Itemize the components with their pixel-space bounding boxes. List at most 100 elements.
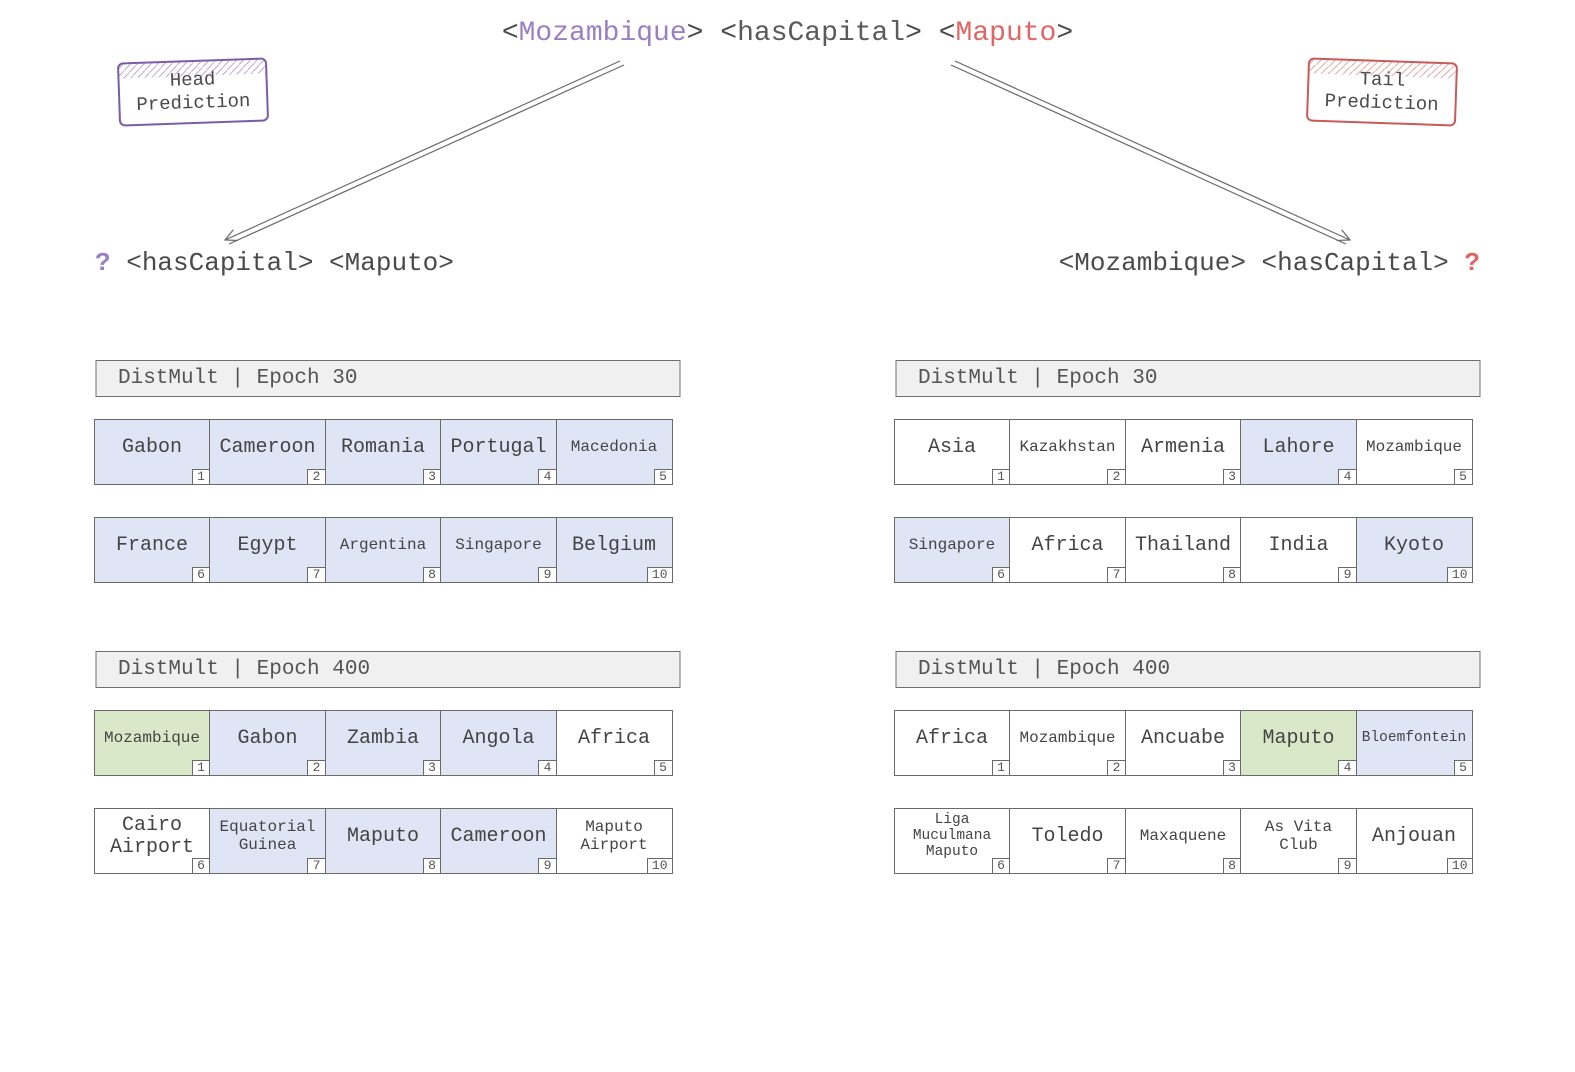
section-label-head-e30: DistMult | Epoch 30 xyxy=(95,360,680,397)
cell-text: Kazakhstan xyxy=(1019,439,1115,457)
triple-tail: Maputo xyxy=(956,18,1057,49)
prediction-cell: Gabon2 xyxy=(209,710,326,776)
cell-rank: 1 xyxy=(192,469,210,484)
head-prediction-query: ? <hasCapital> <Maputo> xyxy=(95,248,454,278)
cell-text: Armenia xyxy=(1141,437,1225,459)
cell-rank: 9 xyxy=(538,858,556,873)
query-qmark: ? xyxy=(1464,248,1480,278)
prediction-cell: France 6 xyxy=(94,517,211,583)
cell-text: Ancuabe xyxy=(1141,728,1225,750)
cell-rank: 6 xyxy=(192,858,210,873)
prediction-cell: Macedonia 5 xyxy=(556,419,673,485)
cell-text: Africa xyxy=(578,728,650,750)
prediction-cell: Cameroon 9 xyxy=(440,808,557,874)
cell-rank: 10 xyxy=(1447,567,1472,582)
prediction-cell: Equatorial Guinea7 xyxy=(209,808,326,874)
cell-rank: 9 xyxy=(1338,858,1356,873)
cell-rank: 2 xyxy=(307,760,325,775)
prediction-cell: Maputo 8 xyxy=(325,808,442,874)
prediction-cell: Singapore 6 xyxy=(894,517,1011,583)
grid-tail-e30-row2: Singapore6Africa7Thailand8India9Kyoto10 xyxy=(895,517,1480,583)
cell-rank: 8 xyxy=(423,858,441,873)
cell-text: Portugal xyxy=(450,437,546,459)
prediction-cell: Cameroon2 xyxy=(209,419,326,485)
prediction-cell: Mozambique5 xyxy=(1356,419,1473,485)
prediction-cell: Africa 5 xyxy=(556,710,673,776)
query-rest: <hasCapital> <Maputo> xyxy=(126,248,454,278)
cell-text: Argentina xyxy=(340,537,426,555)
cell-text: Maputo xyxy=(347,826,419,848)
prediction-cell: Africa 7 xyxy=(1009,517,1126,583)
cell-rank: 5 xyxy=(654,469,672,484)
cell-rank: 1 xyxy=(992,760,1010,775)
prediction-cell: Ancuabe 3 xyxy=(1125,710,1242,776)
prediction-cell: Zambia3 xyxy=(325,710,442,776)
cell-rank: 2 xyxy=(307,469,325,484)
section-label-tail-e400: DistMult | Epoch 400 xyxy=(895,651,1480,688)
cell-rank: 3 xyxy=(423,760,441,775)
cell-text: Angola xyxy=(462,728,534,750)
cell-text: Macedonia xyxy=(571,439,657,457)
cell-text: Cameroon xyxy=(450,826,546,848)
prediction-cell: Lahore4 xyxy=(1240,419,1357,485)
cell-rank: 8 xyxy=(1223,567,1241,582)
query-qmark: ? xyxy=(95,248,111,278)
cell-text: Mozambique xyxy=(104,730,200,748)
cell-text: Gabon xyxy=(122,437,182,459)
tail-prediction-query: <Mozambique> <hasCapital> ? xyxy=(1059,248,1480,278)
cell-text: Asia xyxy=(928,437,976,459)
cell-rank: 6 xyxy=(992,567,1010,582)
cell-text: Kyoto xyxy=(1384,535,1444,557)
cell-rank: 4 xyxy=(538,760,556,775)
prediction-cell: Africa 1 xyxy=(894,710,1011,776)
prediction-cell: Bloemfontein 5 xyxy=(1356,710,1473,776)
cell-rank: 10 xyxy=(1447,858,1472,873)
cell-text: Liga Muculmana Maputo xyxy=(899,813,1006,861)
cell-rank: 10 xyxy=(647,858,672,873)
cell-rank: 3 xyxy=(1223,760,1241,775)
prediction-cell: Angola 4 xyxy=(440,710,557,776)
cell-text: Maputo xyxy=(1262,728,1334,750)
prediction-cell: Maxaquene8 xyxy=(1125,808,1242,874)
prediction-cell: Thailand8 xyxy=(1125,517,1242,583)
prediction-cell: Mozambique2 xyxy=(1009,710,1126,776)
cell-rank: 7 xyxy=(1107,567,1125,582)
cell-rank: 2 xyxy=(1107,469,1125,484)
cell-rank: 7 xyxy=(307,858,325,873)
grid-tail-e400-row2: Liga Muculmana Maputo6Toledo7Maxaquene8A… xyxy=(895,808,1480,874)
prediction-cell: Cairo Airport6 xyxy=(94,808,211,874)
cell-rank: 6 xyxy=(192,567,210,582)
cell-text: France xyxy=(116,535,188,557)
cell-text: Singapore xyxy=(455,537,541,555)
cell-rank: 5 xyxy=(1454,760,1472,775)
cell-text: Singapore xyxy=(909,537,995,555)
cell-text: Egypt xyxy=(237,535,297,557)
triple-statement: <Mozambique> <hasCapital> <Maputo> xyxy=(502,18,1073,49)
cell-text: Toledo xyxy=(1031,826,1103,848)
cell-text: India xyxy=(1268,535,1328,557)
prediction-cell: Kyoto10 xyxy=(1356,517,1473,583)
cell-rank: 1 xyxy=(192,760,210,775)
cell-text: Bloemfontein xyxy=(1362,731,1466,747)
cell-text: Africa xyxy=(916,728,988,750)
cell-rank: 2 xyxy=(1107,760,1125,775)
grid-head-e30-row2: France6Egypt7Argentina8Singapore9Belgium… xyxy=(95,517,680,583)
triple-relation: hasCapital xyxy=(737,18,905,49)
cell-text: Belgium xyxy=(572,535,656,557)
cell-text: Lahore xyxy=(1262,437,1334,459)
prediction-cell: As Vita Club9 xyxy=(1240,808,1357,874)
cell-rank: 10 xyxy=(647,567,672,582)
triple-head: Mozambique xyxy=(519,18,687,49)
prediction-cell: Egypt7 xyxy=(209,517,326,583)
cell-text: Africa xyxy=(1031,535,1103,557)
prediction-cell: Maputo 4 xyxy=(1240,710,1357,776)
cell-rank: 3 xyxy=(1223,469,1241,484)
prediction-cell: Kazakhstan 2 xyxy=(1009,419,1126,485)
cell-rank: 4 xyxy=(1338,760,1356,775)
prediction-cell: Argentina8 xyxy=(325,517,442,583)
grid-head-e400-row1: Mozambique 1Gabon2Zambia3 Angola 4 Africa 5 xyxy=(95,710,680,776)
cell-rank: 8 xyxy=(1223,858,1241,873)
prediction-cell: Mozambique 1 xyxy=(94,710,211,776)
cell-rank: 5 xyxy=(654,760,672,775)
section-label-tail-e30: DistMult | Epoch 30 xyxy=(895,360,1480,397)
